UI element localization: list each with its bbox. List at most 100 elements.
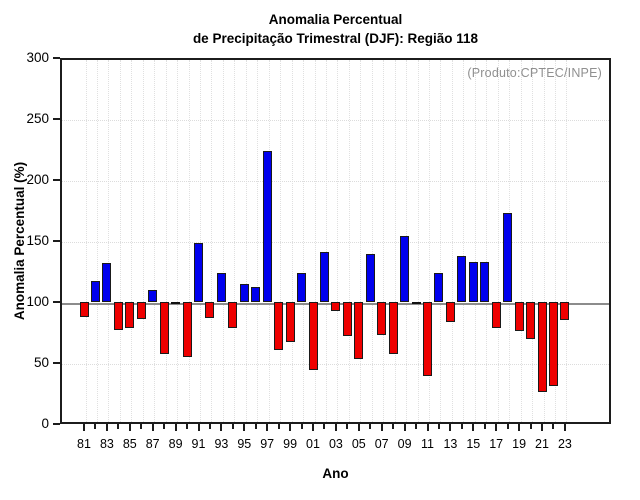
x-tick bbox=[163, 424, 166, 429]
x-tick bbox=[357, 424, 360, 431]
bar-1992 bbox=[205, 302, 215, 318]
x-tick bbox=[117, 424, 120, 429]
x-tick-label: 83 bbox=[99, 437, 114, 451]
x-tick bbox=[403, 424, 406, 431]
bar-2003 bbox=[331, 302, 341, 311]
bar-2020 bbox=[526, 302, 536, 339]
bar-2000 bbox=[297, 272, 307, 302]
bar-2011 bbox=[423, 302, 432, 377]
vertical-gridline bbox=[234, 60, 236, 422]
x-tick-label: 87 bbox=[145, 437, 160, 451]
x-tick-label: 13 bbox=[443, 437, 458, 451]
chart-title-line2: de Precipitação Trimestral (DJF): Região… bbox=[192, 31, 479, 46]
bar-1987 bbox=[148, 289, 158, 302]
y-tick bbox=[53, 301, 60, 303]
x-tick bbox=[220, 424, 223, 431]
x-tick bbox=[426, 424, 429, 431]
vertical-gridline bbox=[486, 60, 488, 422]
bar-1990 bbox=[182, 302, 192, 357]
vertical-gridline bbox=[543, 60, 545, 422]
vertical-gridline bbox=[532, 60, 534, 422]
vertical-gridline bbox=[200, 60, 201, 422]
x-tick-label: 11 bbox=[421, 437, 434, 451]
x-tick-label: 99 bbox=[283, 437, 298, 451]
x-tick bbox=[289, 424, 292, 431]
y-tick-label: 200 bbox=[26, 172, 49, 187]
vertical-gridline bbox=[566, 60, 568, 422]
vertical-gridline bbox=[474, 60, 476, 422]
x-tick bbox=[460, 424, 463, 429]
bar-1993 bbox=[216, 272, 226, 302]
x-tick-label: 07 bbox=[374, 437, 389, 451]
y-tick bbox=[53, 179, 60, 181]
x-tick bbox=[380, 424, 383, 431]
x-tick-label: 21 bbox=[535, 437, 549, 451]
vertical-gridline bbox=[440, 60, 442, 422]
vertical-gridline bbox=[131, 60, 133, 422]
vertical-gridline bbox=[383, 60, 385, 422]
vertical-gridline bbox=[360, 60, 362, 422]
bar-2022 bbox=[548, 302, 558, 387]
vertical-gridline bbox=[154, 60, 156, 422]
bar-1999 bbox=[285, 302, 295, 343]
bar-2016 bbox=[480, 261, 490, 302]
bar-2010 bbox=[411, 302, 421, 304]
bar-2007 bbox=[377, 302, 387, 335]
bar-2021 bbox=[537, 302, 547, 393]
x-tick bbox=[541, 424, 543, 431]
vertical-gridline bbox=[142, 60, 144, 422]
vertical-gridline bbox=[108, 60, 110, 422]
bar-1985 bbox=[125, 302, 135, 328]
bar-1988 bbox=[159, 302, 169, 355]
x-tick bbox=[140, 424, 143, 429]
x-tick bbox=[128, 424, 131, 431]
vertical-gridline bbox=[222, 60, 224, 422]
x-tick bbox=[415, 424, 418, 429]
vertical-gridline bbox=[257, 60, 259, 422]
x-tick-label: 19 bbox=[512, 437, 527, 451]
vertical-gridline bbox=[85, 60, 87, 422]
vertical-gridline bbox=[165, 60, 167, 422]
bar-2008 bbox=[388, 302, 398, 355]
vertical-gridline bbox=[337, 60, 339, 422]
bar-1982 bbox=[90, 281, 100, 302]
x-tick bbox=[231, 424, 234, 429]
x-tick bbox=[449, 424, 452, 431]
bar-1996 bbox=[251, 287, 261, 302]
x-tick-label: 85 bbox=[122, 437, 137, 451]
y-tick bbox=[53, 423, 60, 425]
vertical-gridline bbox=[554, 60, 556, 422]
bar-2015 bbox=[468, 261, 478, 302]
bar-1984 bbox=[113, 302, 123, 331]
bar-2006 bbox=[365, 254, 375, 302]
y-tick-label: 250 bbox=[26, 111, 49, 126]
x-tick-label: 01 bbox=[306, 437, 320, 451]
bar-2012 bbox=[434, 272, 444, 302]
bar-2001 bbox=[308, 302, 318, 371]
x-tick bbox=[518, 424, 521, 431]
x-tick bbox=[277, 424, 280, 429]
bar-2014 bbox=[457, 255, 467, 302]
bar-1981 bbox=[79, 302, 89, 317]
x-tick bbox=[369, 424, 372, 429]
bar-2017 bbox=[491, 302, 501, 328]
vertical-gridline bbox=[325, 60, 327, 422]
vertical-gridline bbox=[291, 60, 293, 422]
bar-2023 bbox=[560, 302, 570, 321]
y-tick-label: 0 bbox=[41, 416, 49, 431]
x-tick bbox=[94, 424, 97, 429]
x-tick-label: 93 bbox=[214, 437, 229, 451]
y-tick bbox=[53, 57, 60, 59]
x-tick bbox=[552, 424, 555, 429]
x-tick bbox=[254, 424, 257, 429]
vertical-gridline bbox=[417, 60, 419, 422]
vertical-gridline bbox=[520, 60, 522, 422]
x-tick bbox=[83, 424, 85, 431]
vertical-gridline bbox=[348, 60, 350, 422]
x-tick bbox=[323, 424, 326, 429]
bar-1994 bbox=[228, 302, 238, 328]
bar-1991 bbox=[194, 243, 203, 302]
bar-2004 bbox=[342, 302, 352, 337]
x-tick bbox=[529, 424, 532, 429]
x-tick-label: 95 bbox=[237, 437, 252, 451]
